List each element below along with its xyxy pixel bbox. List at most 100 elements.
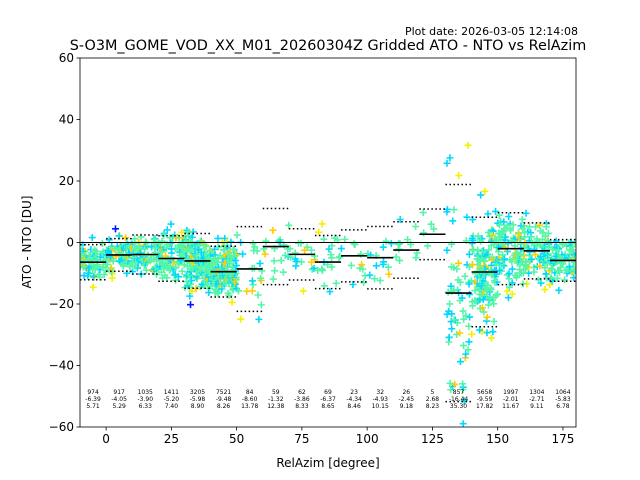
scatter-point: [142, 266, 150, 274]
scatter-point: [570, 266, 576, 274]
scatter-point: [490, 300, 498, 308]
scatter-point: [443, 246, 451, 254]
scatter-point: [456, 278, 464, 286]
scatter-point: [214, 234, 222, 242]
scatter-point: [456, 358, 464, 366]
bin-count-label: 62: [298, 389, 306, 396]
scatter-point: [508, 265, 516, 273]
scatter-point: [526, 248, 534, 256]
scatter-point: [387, 240, 395, 248]
scatter-point: [335, 254, 343, 262]
scatter-point: [448, 240, 456, 248]
scatter-point: [205, 289, 213, 297]
bin-count-label: 857: [453, 389, 465, 396]
scatter-point: [477, 191, 485, 199]
bin-mean-label: -6.37: [320, 396, 336, 403]
scatter-point: [195, 245, 203, 253]
scatter-point: [487, 241, 495, 249]
scatter-point: [449, 217, 457, 225]
scatter-point: [277, 256, 285, 264]
y-tick-label: −40: [49, 359, 74, 373]
scatter-point: [496, 221, 504, 229]
scatter-point: [148, 243, 156, 251]
scatter-point: [291, 249, 299, 257]
scatter-point: [484, 210, 492, 218]
scatter-point: [141, 245, 149, 253]
scatter-point: [269, 275, 277, 283]
scatter-point: [89, 283, 97, 291]
scatter-point: [239, 250, 247, 258]
bin-count-label: 59: [272, 389, 280, 396]
x-tick-label: 100: [356, 432, 379, 446]
bin-count-label: 5: [431, 389, 435, 396]
scatter-point: [527, 233, 535, 241]
scatter-point: [248, 287, 256, 295]
scatter-point: [446, 154, 454, 162]
scatter-point: [495, 243, 503, 251]
y-tick-label: −60: [49, 420, 74, 434]
scatter-point: [328, 254, 336, 262]
bin-count-label: 5658: [477, 389, 492, 396]
bin-std-label: 10.15: [372, 403, 389, 410]
scatter-point: [412, 254, 420, 262]
scatter-point: [380, 258, 388, 266]
scatter-point: [111, 225, 119, 233]
scatter-point: [505, 270, 513, 278]
bin-mean-label: -2.71: [529, 396, 545, 403]
bin-labels-layer: 974-6.395.71 917-4.055.29 1035-3.906.33 141…: [85, 389, 571, 410]
scatter-point: [445, 333, 453, 341]
scatter-point: [248, 277, 256, 285]
bin-count-label: 26: [402, 389, 410, 396]
bin-count-label: 1411: [164, 389, 179, 396]
scatter-point: [325, 245, 333, 253]
bin-std-label: 5.71: [86, 403, 100, 410]
scatter-point: [80, 272, 88, 280]
scatter-point: [372, 262, 380, 270]
scatter-point: [172, 276, 180, 284]
scatter-point: [488, 334, 495, 342]
bin-mean-label: -6.39: [85, 396, 101, 403]
scatter-point: [489, 328, 497, 336]
scatter-point: [571, 251, 576, 259]
scatter-point: [197, 249, 205, 257]
scatter-point: [395, 245, 403, 253]
bin-mean-label: -4.05: [111, 396, 127, 403]
scatter-point: [532, 223, 540, 231]
scatter-point: [552, 237, 560, 245]
scatter-point: [337, 245, 345, 253]
scatter-point: [500, 255, 508, 263]
scatter-point: [88, 234, 96, 242]
scatter-point: [555, 286, 563, 294]
x-tick-label: 75: [294, 432, 309, 446]
bin-std-label: 8.23: [426, 403, 440, 410]
scatter-point: [132, 262, 140, 270]
scatter-point: [188, 287, 196, 295]
scatter-point: [326, 288, 334, 296]
bin-std-label: 9.18: [400, 403, 414, 410]
scatter-point: [447, 282, 455, 290]
scatter-point: [541, 264, 549, 272]
bin-count-label: 84: [246, 389, 254, 396]
y-tick-label: 20: [59, 174, 74, 188]
scatter-point: [122, 234, 130, 242]
bin-std-label: 6.78: [556, 403, 570, 410]
scatter-point: [228, 263, 236, 271]
bin-std-label: 8.26: [217, 403, 231, 410]
scatter-point: [484, 301, 492, 309]
scatter-point: [186, 301, 194, 309]
bin-mean-label: -9.59: [477, 396, 493, 403]
scatter-point: [505, 283, 513, 291]
bin-count-label: 917: [113, 389, 125, 396]
bin-std-label: 7.40: [165, 403, 179, 410]
scatter-point: [455, 172, 463, 180]
scatter-point: [237, 315, 245, 323]
scatter-point: [500, 218, 508, 226]
scatter-point: [310, 264, 318, 272]
bin-mean-label: -9.48: [216, 396, 232, 403]
scatter-point: [172, 263, 180, 271]
scatter-point: [486, 232, 494, 240]
scatter-point: [262, 237, 270, 245]
bin-mean-label: -5.98: [190, 396, 206, 403]
scatter-point: [483, 313, 491, 321]
scatter-point: [477, 237, 485, 245]
